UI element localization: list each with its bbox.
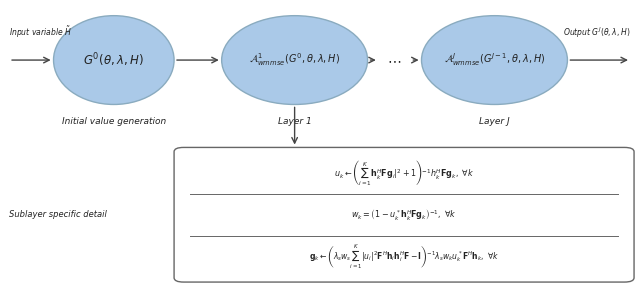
Text: $u_k \leftarrow \left(\sum_{i=1}^{K} \mathbf{h}_k^H \mathbf{F}\mathbf{g}_i|^2 + : $u_k \leftarrow \left(\sum_{i=1}^{K} \ma… — [334, 158, 474, 188]
Text: Layer J: Layer J — [479, 117, 510, 126]
Text: Output $G^J(\theta, \lambda, H)$: Output $G^J(\theta, \lambda, H)$ — [563, 26, 631, 40]
Text: Initial value generation: Initial value generation — [61, 117, 166, 126]
Text: $\mathcal{A}^J_{wmmse}(G^{J-1}, \theta, \lambda, H)$: $\mathcal{A}^J_{wmmse}(G^{J-1}, \theta, … — [444, 52, 545, 68]
Text: $\mathbf{g}_k \leftarrow \left(\lambda_s w_s \sum_{i=1}^{K} |u_i|^2 \mathbf{F}^H: $\mathbf{g}_k \leftarrow \left(\lambda_s… — [309, 242, 499, 271]
Text: Input variable $\tilde{H}$: Input variable $\tilde{H}$ — [9, 25, 72, 40]
Text: Sublayer specific detail: Sublayer specific detail — [9, 210, 107, 219]
Text: $w_k = \left(1 - u_k^* \mathbf{h}_k^H \mathbf{F}\mathbf{g}_k\right)^{-1}, \ \for: $w_k = \left(1 - u_k^* \mathbf{h}_k^H \m… — [351, 207, 457, 222]
Text: $G^0(\theta, \lambda, H)$: $G^0(\theta, \lambda, H)$ — [83, 51, 144, 69]
Ellipse shape — [422, 16, 568, 105]
Text: Layer 1: Layer 1 — [278, 117, 312, 126]
Ellipse shape — [54, 16, 174, 105]
Text: $\mathcal{A}^1_{wmmse}(G^0, \theta, \lambda, H)$: $\mathcal{A}^1_{wmmse}(G^0, \theta, \lam… — [249, 52, 340, 68]
Text: $\cdots$: $\cdots$ — [387, 53, 402, 67]
FancyBboxPatch shape — [174, 147, 634, 282]
Ellipse shape — [221, 16, 367, 105]
